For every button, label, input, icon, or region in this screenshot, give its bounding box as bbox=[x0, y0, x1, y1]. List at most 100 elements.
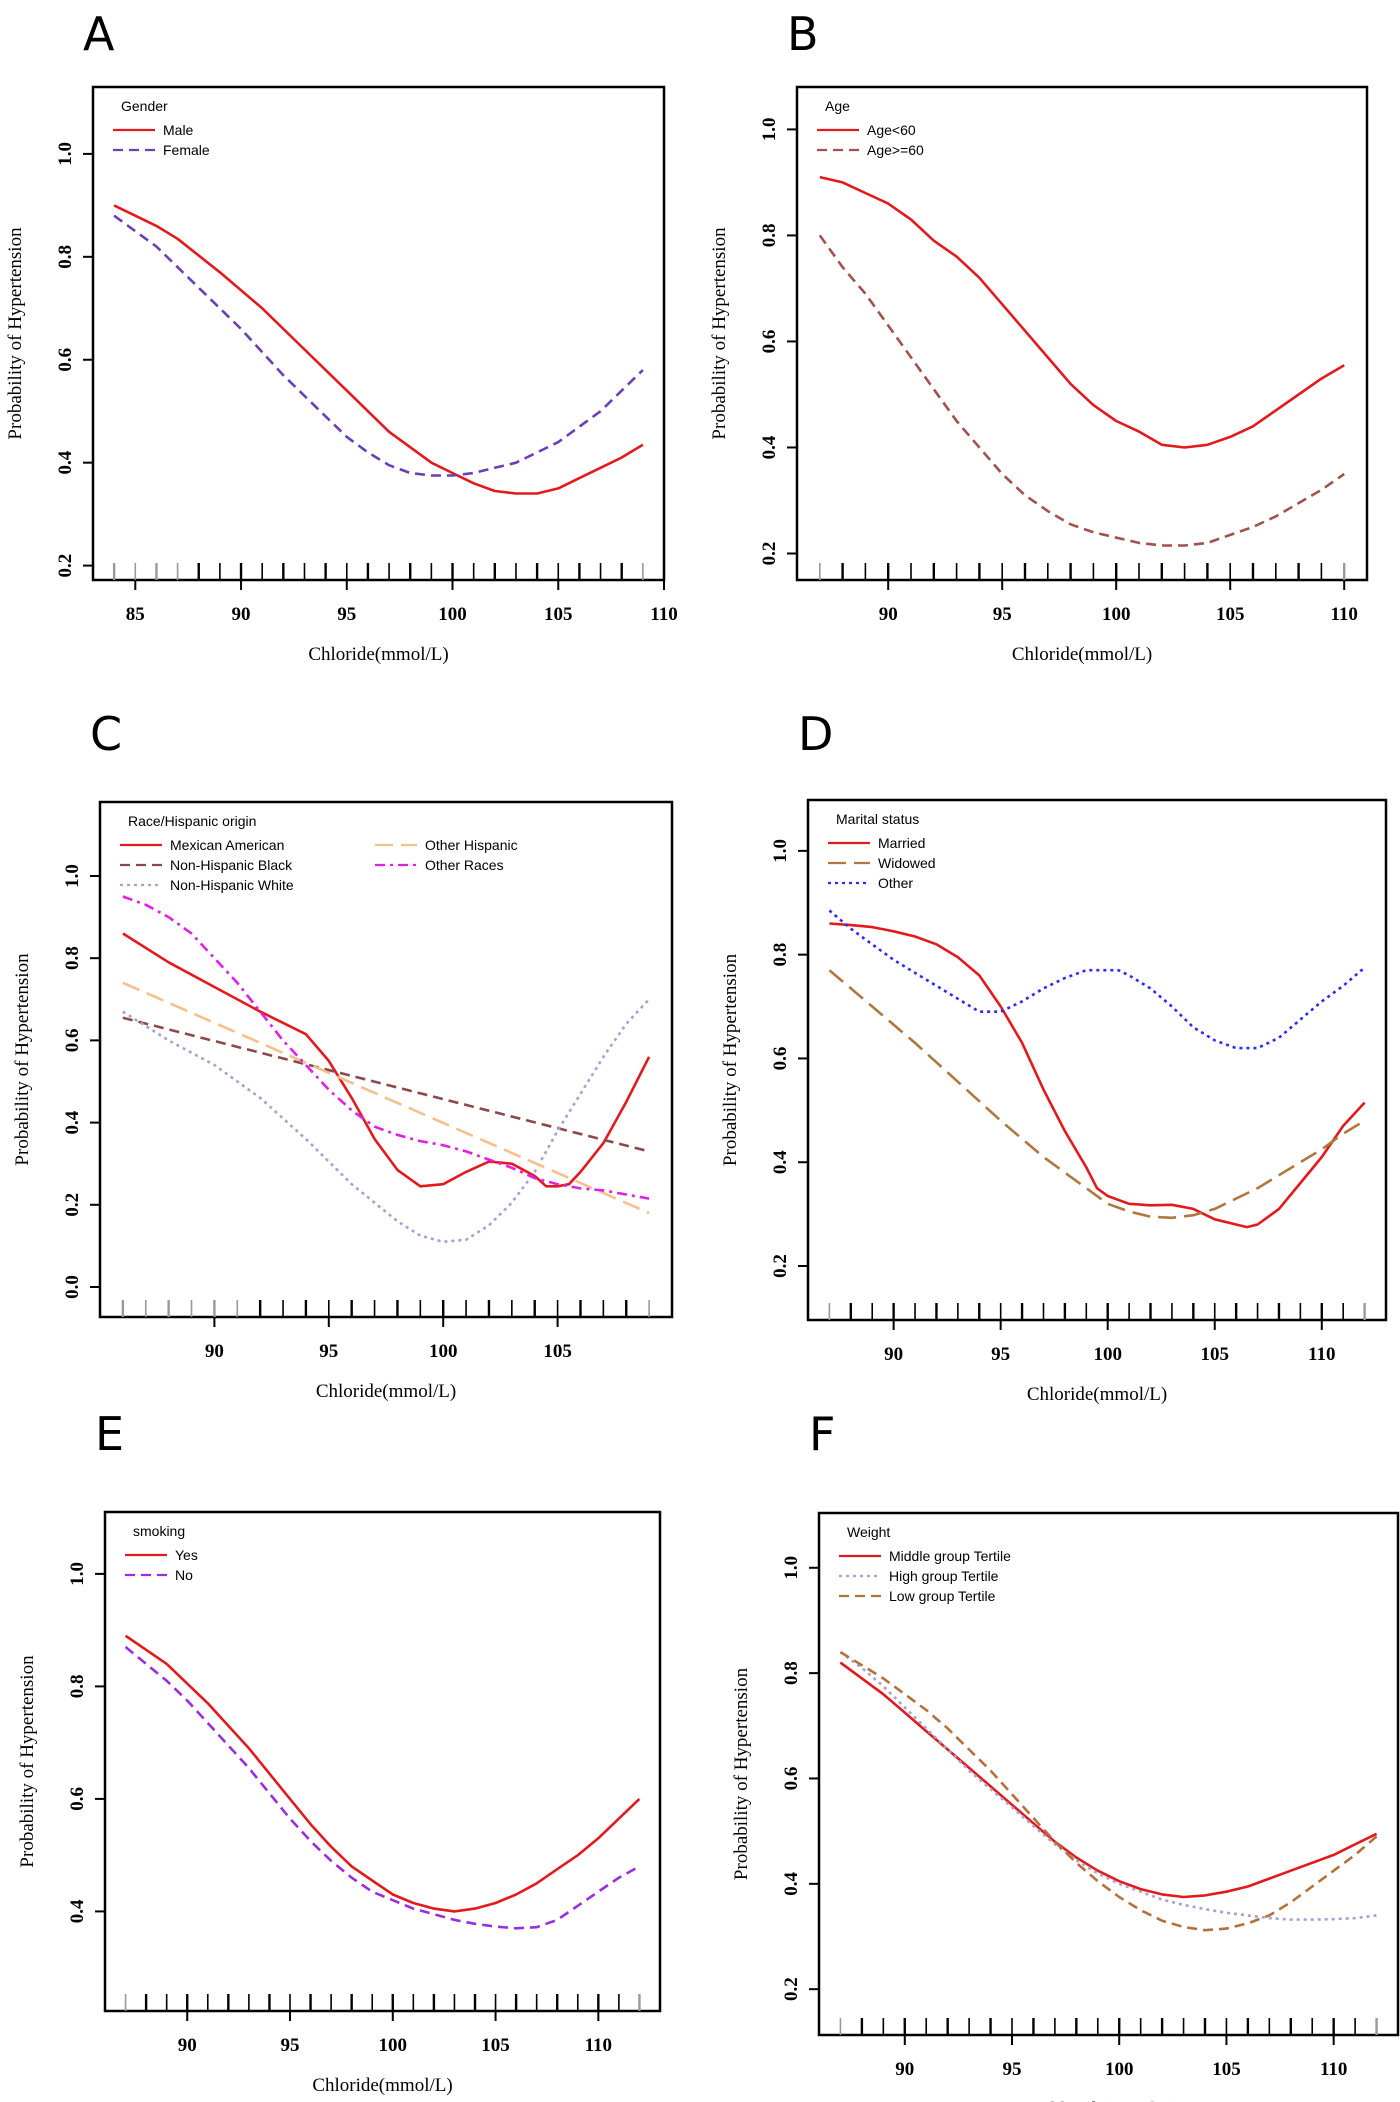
legend-label: Age<60 bbox=[867, 122, 916, 138]
panel-F: F 90 95 100 105 110 0.2 0.4 0.6 0.8 1.0 Chloride(mm… bbox=[731, 1407, 1400, 2102]
legend-label: Non-Hispanic White bbox=[170, 877, 294, 893]
x-tick-label: 95 bbox=[993, 604, 1012, 625]
y-tick-label: 0.8 bbox=[55, 245, 76, 269]
x-tick-label: 105 bbox=[1200, 1344, 1229, 1365]
x-axis-label: Chloride(mmol/L) bbox=[312, 2075, 452, 2096]
y-tick-label: 0.8 bbox=[759, 224, 780, 248]
series-line-no bbox=[124, 1645, 641, 1930]
panel-letter: D bbox=[798, 707, 833, 761]
y-axis-label: Probability of Hypertension bbox=[709, 227, 730, 440]
legend-title: Weight bbox=[847, 1524, 890, 1540]
legend-label: Yes bbox=[175, 1547, 198, 1563]
legend-label: Male bbox=[163, 122, 194, 138]
x-tick-label: 110 bbox=[1320, 2059, 1347, 2080]
legend-label: High group Tertile bbox=[889, 1568, 999, 1584]
y-tick-label: 1.0 bbox=[781, 1556, 802, 1580]
legend-label: Other bbox=[878, 875, 913, 891]
y-tick-label: 0.0 bbox=[62, 1275, 83, 1299]
legend-label: Widowed bbox=[878, 855, 936, 871]
y-tick-label: 0.2 bbox=[770, 1254, 791, 1278]
plot-frame bbox=[103, 1510, 662, 2013]
legend: Age Age<60 Age>=60 bbox=[817, 98, 924, 158]
x-tick-label: 95 bbox=[319, 1341, 338, 1362]
panel-letter: B bbox=[787, 7, 819, 61]
x-tick-label: 95 bbox=[337, 604, 356, 625]
series-line-age-60 bbox=[818, 234, 1345, 547]
y-tick-label: 0.2 bbox=[781, 1977, 802, 2001]
series-line-low-group-tertile bbox=[839, 1650, 1378, 1932]
legend-label: Mexican American bbox=[170, 837, 284, 853]
y-tick-label: 0.8 bbox=[62, 946, 83, 970]
series-line-age-60 bbox=[819, 175, 1345, 449]
x-tick-label: 90 bbox=[879, 604, 898, 625]
series-line-widowed bbox=[828, 969, 1366, 1220]
plot-frame bbox=[98, 800, 674, 1319]
x-tick-label: 100 bbox=[1105, 2059, 1134, 2080]
series-line-other-hispanic bbox=[122, 981, 650, 1215]
legend: Race/Hispanic origin Mexican American Non-… bbox=[120, 813, 518, 893]
y-tick-label: 0.6 bbox=[55, 348, 76, 372]
panel-letter: A bbox=[83, 7, 115, 61]
series-line-yes bbox=[124, 1634, 641, 1913]
x-axis-label: Chloride(mmol/L) bbox=[1012, 644, 1152, 665]
series-line-non-hispanic-black bbox=[122, 1016, 650, 1153]
x-tick-label: 95 bbox=[281, 2035, 300, 2056]
x-tick-label: 90 bbox=[178, 2035, 197, 2056]
y-tick-label: 0.6 bbox=[67, 1787, 88, 1811]
legend-label: No bbox=[175, 1567, 193, 1583]
legend: Gender Male Female bbox=[113, 98, 210, 158]
series-line-high-group-tertile bbox=[839, 1651, 1377, 1921]
series-line-female bbox=[113, 214, 644, 477]
legend-label: Female bbox=[163, 142, 210, 158]
y-tick-label: 1.0 bbox=[67, 1562, 88, 1586]
legend-label: Age>=60 bbox=[867, 142, 924, 158]
x-tick-label: 100 bbox=[429, 1341, 458, 1362]
y-tick-label: 0.6 bbox=[781, 1767, 802, 1791]
x-tick-label: 90 bbox=[232, 604, 251, 625]
y-tick-label: 0.6 bbox=[770, 1047, 791, 1071]
x-tick-label: 110 bbox=[1330, 604, 1357, 625]
legend: Marital status Married Widowed Other bbox=[828, 811, 936, 891]
y-tick-label: 0.4 bbox=[55, 450, 76, 474]
x-tick-label: 100 bbox=[1102, 604, 1131, 625]
panel-A: A 85 90 95 100 105 110 0.2 0.4 0.6 0.8 1.0 Chloride(… bbox=[5, 7, 678, 665]
y-tick-label: 0.2 bbox=[55, 554, 76, 578]
legend-label: Low group Tertile bbox=[889, 1588, 996, 1604]
y-tick-label: 1.0 bbox=[759, 118, 780, 142]
x-tick-label: 90 bbox=[884, 1344, 903, 1365]
x-tick-label: 105 bbox=[544, 604, 573, 625]
y-tick-label: 0.8 bbox=[67, 1675, 88, 1699]
x-tick-label: 90 bbox=[895, 2059, 914, 2080]
series-line-mexican-american bbox=[122, 932, 651, 1188]
plot-frame bbox=[806, 798, 1388, 1322]
x-tick-label: 85 bbox=[126, 604, 145, 625]
y-axis-label: Probability of Hypertension bbox=[720, 953, 741, 1166]
y-tick-label: 1.0 bbox=[62, 864, 83, 888]
y-tick-label: 0.2 bbox=[62, 1193, 83, 1217]
legend-title: Gender bbox=[121, 98, 168, 114]
x-tick-label: 100 bbox=[379, 2035, 408, 2056]
y-tick-label: 0.8 bbox=[781, 1661, 802, 1685]
plot-frame bbox=[817, 1511, 1400, 2037]
panel-letter: E bbox=[95, 1407, 124, 1461]
y-tick-label: 0.4 bbox=[62, 1110, 83, 1134]
legend-label: Non-Hispanic Black bbox=[170, 857, 293, 873]
y-axis-label: Probability of Hypertension bbox=[731, 1667, 752, 1880]
y-tick-label: 0.8 bbox=[770, 943, 791, 967]
x-tick-label: 105 bbox=[543, 1341, 572, 1362]
series-line-non-hispanic-white bbox=[122, 998, 651, 1244]
y-tick-label: 1.0 bbox=[770, 839, 791, 863]
x-tick-label: 105 bbox=[481, 2035, 510, 2056]
legend-title: Race/Hispanic origin bbox=[128, 813, 256, 829]
y-tick-label: 0.4 bbox=[759, 435, 780, 459]
x-tick-label: 90 bbox=[205, 1341, 224, 1362]
x-tick-label: 105 bbox=[1216, 604, 1245, 625]
x-tick-label: 105 bbox=[1212, 2059, 1241, 2080]
series-line-male bbox=[113, 204, 644, 495]
panel-letter: C bbox=[90, 707, 122, 761]
x-axis-label: Chloride(mmol/L) bbox=[316, 1381, 456, 1402]
x-tick-label: 100 bbox=[1093, 1344, 1122, 1365]
x-tick-label: 95 bbox=[1003, 2059, 1022, 2080]
series-line-middle-group-tertile bbox=[839, 1661, 1378, 1899]
y-axis-label: Probability of Hypertension bbox=[5, 227, 26, 440]
